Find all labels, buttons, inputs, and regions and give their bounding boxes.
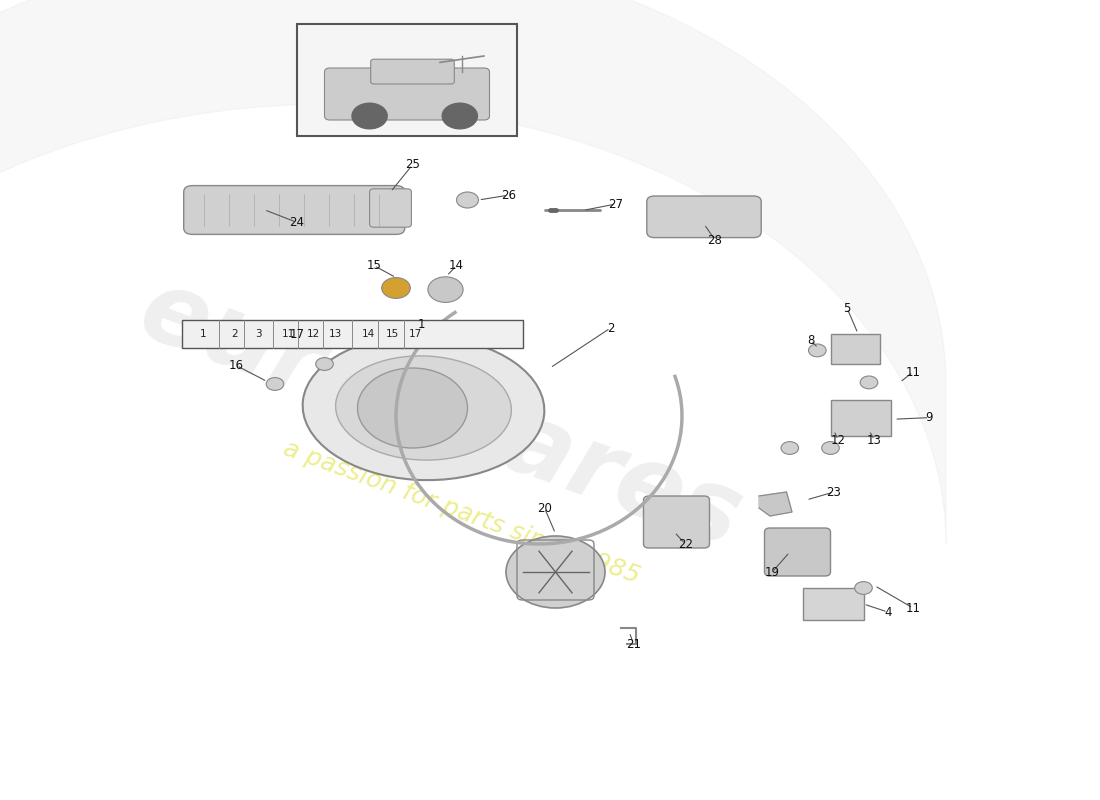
Text: 19: 19 <box>764 566 780 578</box>
Circle shape <box>382 278 410 298</box>
Circle shape <box>266 378 284 390</box>
Circle shape <box>808 344 826 357</box>
Circle shape <box>442 103 477 129</box>
Text: 14: 14 <box>362 330 375 339</box>
Text: a passion for parts since 1985: a passion for parts since 1985 <box>280 436 644 588</box>
Text: 11: 11 <box>905 602 921 614</box>
Text: 1: 1 <box>418 318 425 330</box>
Circle shape <box>855 582 872 594</box>
Text: 12: 12 <box>830 434 846 446</box>
Text: 9: 9 <box>926 411 933 424</box>
Bar <box>803 588 864 620</box>
Text: 22: 22 <box>678 538 693 550</box>
Text: 25: 25 <box>405 158 420 171</box>
FancyBboxPatch shape <box>647 196 761 238</box>
Text: 15: 15 <box>366 259 382 272</box>
Circle shape <box>316 358 333 370</box>
Text: 8: 8 <box>807 334 814 347</box>
Circle shape <box>358 368 468 448</box>
Text: 26: 26 <box>500 189 516 202</box>
Text: 2: 2 <box>607 322 614 334</box>
Polygon shape <box>759 492 792 516</box>
Text: 17: 17 <box>289 328 305 341</box>
Text: eurospares: eurospares <box>126 262 754 570</box>
Text: 20: 20 <box>537 502 552 514</box>
Ellipse shape <box>336 356 512 460</box>
FancyBboxPatch shape <box>184 186 405 234</box>
Text: 16: 16 <box>229 359 244 372</box>
Bar <box>182 320 522 348</box>
Text: 28: 28 <box>707 234 723 246</box>
Bar <box>297 24 517 136</box>
Circle shape <box>822 442 839 454</box>
Ellipse shape <box>302 336 544 480</box>
Text: 24: 24 <box>289 216 305 229</box>
Text: 13: 13 <box>867 434 882 446</box>
Text: 15: 15 <box>386 330 399 339</box>
Bar <box>830 400 891 436</box>
FancyBboxPatch shape <box>371 59 454 84</box>
Text: 13: 13 <box>329 330 342 339</box>
Text: 21: 21 <box>626 638 641 650</box>
Text: 17: 17 <box>409 330 422 339</box>
Text: 14: 14 <box>449 259 464 272</box>
Text: 2: 2 <box>231 330 238 339</box>
FancyBboxPatch shape <box>764 528 830 576</box>
Text: 12: 12 <box>307 330 320 339</box>
Text: 4: 4 <box>884 606 891 618</box>
Text: 11: 11 <box>905 366 921 378</box>
Text: 11: 11 <box>282 330 295 339</box>
Circle shape <box>860 376 878 389</box>
FancyBboxPatch shape <box>644 496 710 548</box>
Text: 5: 5 <box>844 302 850 314</box>
Circle shape <box>506 536 605 608</box>
FancyBboxPatch shape <box>370 189 411 227</box>
Circle shape <box>428 277 463 302</box>
Text: 23: 23 <box>826 486 842 498</box>
Bar <box>830 334 880 364</box>
Circle shape <box>781 442 799 454</box>
Circle shape <box>352 103 387 129</box>
Text: 1: 1 <box>200 330 207 339</box>
Text: 3: 3 <box>255 330 262 339</box>
Text: 27: 27 <box>608 198 624 210</box>
FancyBboxPatch shape <box>324 68 490 120</box>
Circle shape <box>456 192 478 208</box>
